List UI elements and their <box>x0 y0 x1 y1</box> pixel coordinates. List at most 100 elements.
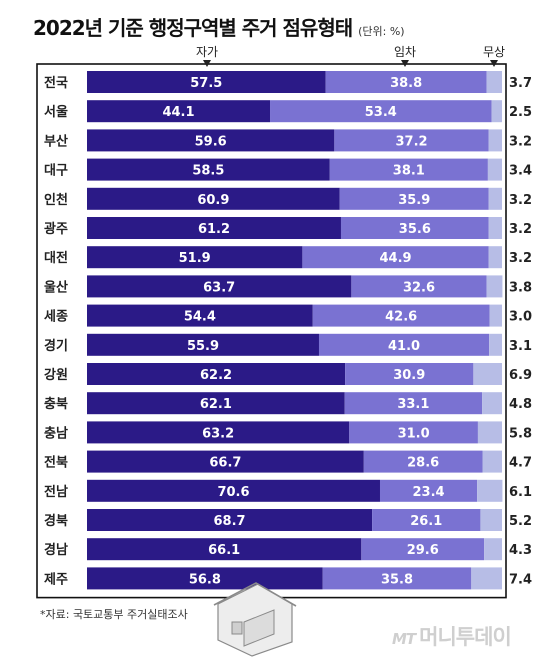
bar-segment <box>87 421 350 444</box>
data-label: 5.2 <box>509 514 532 529</box>
data-label: 3.0 <box>509 310 532 325</box>
data-label: 31.0 <box>398 426 430 441</box>
bar-segment <box>87 363 346 385</box>
legend-label: 무상 <box>483 45 505 59</box>
data-label: 62.1 <box>200 397 232 412</box>
data-label: 54.4 <box>184 310 216 325</box>
data-label: 66.7 <box>209 456 241 471</box>
data-label: 26.1 <box>410 514 442 529</box>
data-label: 28.6 <box>407 456 439 471</box>
data-label: 3.8 <box>509 280 532 295</box>
bar-segment <box>87 392 345 415</box>
bar-segment <box>339 187 489 210</box>
data-label: 6.1 <box>509 485 532 500</box>
publisher-watermark: MT 머니투데이 <box>392 621 512 651</box>
bar-segment <box>344 392 483 415</box>
data-label: 58.5 <box>192 164 224 179</box>
legend-arrow-icon <box>203 60 211 67</box>
data-label: 60.9 <box>197 193 229 208</box>
data-label: 3.2 <box>509 134 532 149</box>
bar-segment <box>87 333 319 356</box>
data-label: 6.9 <box>509 368 532 383</box>
legend-arrow-icon <box>401 60 409 67</box>
category-label: 대구 <box>44 164 68 179</box>
data-label: 63.2 <box>202 426 234 441</box>
category-label: 세종 <box>44 310 68 325</box>
source-note: *자료: 국토교통부 주거실태조사 <box>40 608 188 621</box>
bar-segment <box>87 479 380 502</box>
category-label: 부산 <box>44 133 68 149</box>
category-label: 충북 <box>44 396 68 412</box>
data-label: 35.8 <box>381 572 413 587</box>
data-label: 70.6 <box>217 485 249 500</box>
legend-label: 임차 <box>394 45 416 59</box>
legend-arrow-icon <box>490 60 498 67</box>
category-label: 울산 <box>44 279 68 295</box>
bar-segment <box>87 567 323 590</box>
data-label: 62.2 <box>200 368 232 383</box>
bar-segment <box>87 450 364 473</box>
bar-segment <box>482 392 502 415</box>
bar-segment <box>87 538 362 561</box>
house-front <box>243 609 275 647</box>
bar-segment <box>312 304 490 327</box>
house-roof <box>213 582 297 607</box>
category-label: 광주 <box>44 222 68 237</box>
data-label: 4.7 <box>509 456 532 471</box>
data-label: 3.2 <box>509 251 532 266</box>
bar-segment <box>318 333 490 356</box>
data-label: 32.6 <box>403 280 435 295</box>
bar-segment <box>87 187 340 210</box>
bar-segment <box>87 129 335 152</box>
data-label: 35.6 <box>399 222 431 237</box>
bar-segment <box>87 275 352 298</box>
data-label: 7.4 <box>509 572 532 587</box>
bar-segment <box>334 129 489 152</box>
bar-segment <box>488 129 502 152</box>
data-label: 4.3 <box>509 543 532 558</box>
bar-segment <box>87 158 330 181</box>
bar-segment <box>486 275 503 298</box>
category-label: 충남 <box>44 425 68 441</box>
bar-segment <box>480 509 502 531</box>
data-label: 66.1 <box>208 543 240 558</box>
bar-segment <box>482 450 502 473</box>
data-label: 57.5 <box>190 76 222 91</box>
bar-segment <box>477 421 502 444</box>
data-label: 56.8 <box>189 572 221 587</box>
category-label: 경기 <box>44 338 68 354</box>
bar-segment <box>351 275 487 298</box>
bar-segment <box>487 158 502 181</box>
data-label: 37.2 <box>395 134 427 149</box>
unit-label: (단위: %) <box>358 25 405 38</box>
bar-segment <box>325 71 487 93</box>
bar-segment <box>488 246 502 269</box>
chart-title: 2022년 기준 행정구역별 주거 점유형태 (단위: %) <box>33 16 405 40</box>
bar-segment <box>484 538 502 561</box>
data-label: 38.8 <box>390 76 422 91</box>
bar-segment <box>302 246 489 269</box>
bar-segment <box>471 567 502 590</box>
bar-segment <box>473 363 502 385</box>
bar-segment <box>363 450 483 473</box>
category-label: 강원 <box>44 367 68 383</box>
watermark-mark: MT <box>392 630 416 648</box>
bar-segment <box>87 217 341 239</box>
bar-segment <box>340 217 489 239</box>
data-label: 63.7 <box>203 280 235 295</box>
legend-label: 자가 <box>196 45 218 59</box>
data-label: 55.9 <box>187 339 219 354</box>
category-label: 대전 <box>44 250 68 266</box>
data-label: 59.6 <box>195 134 227 149</box>
data-label: 3.4 <box>509 164 532 179</box>
data-label: 38.1 <box>393 164 425 179</box>
bar-segment <box>329 158 488 181</box>
data-label: 44.1 <box>162 105 194 120</box>
data-label: 3.2 <box>509 222 532 237</box>
category-label: 제주 <box>44 572 68 587</box>
category-label: 서울 <box>44 104 68 120</box>
bar-segment <box>486 71 502 93</box>
bar-segment <box>87 509 373 531</box>
